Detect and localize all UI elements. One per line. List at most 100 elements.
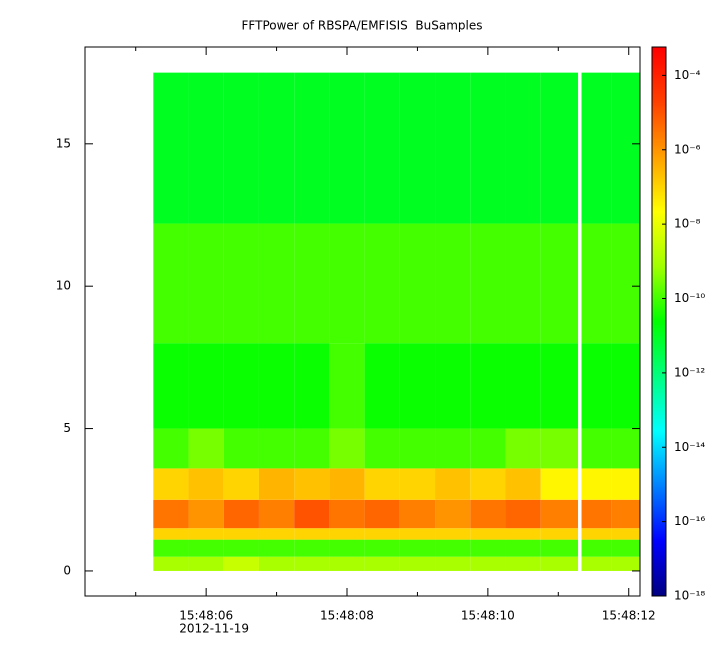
heatmap-cell	[470, 528, 506, 540]
heatmap-cell	[435, 499, 471, 529]
heatmap-cell	[294, 72, 330, 224]
heatmap-cell	[258, 72, 295, 224]
heatmap-cell	[611, 223, 640, 344]
heatmap-cell	[505, 499, 541, 529]
heatmap-cell	[540, 428, 579, 469]
heatmap-cell	[435, 468, 471, 500]
heatmap-cell	[364, 72, 400, 224]
heatmap-cell	[329, 343, 365, 429]
heatmap-cell	[188, 72, 224, 224]
heatmap-cell	[611, 343, 640, 429]
heatmap-cell	[435, 528, 471, 540]
heatmap-cell	[153, 428, 189, 469]
heatmap-cell	[540, 499, 579, 529]
heatmap-cell	[294, 223, 330, 344]
colorbar-tick-label: 10⁻⁸	[674, 217, 701, 231]
heatmap-cell	[399, 72, 436, 224]
heatmap-cell	[223, 428, 259, 469]
heatmap-cell	[153, 499, 189, 529]
heatmap-cell	[399, 223, 436, 344]
heatmap-cell	[188, 223, 224, 344]
heatmap-cell	[435, 539, 471, 557]
heatmap-cell	[223, 468, 259, 500]
heatmap-cell	[364, 528, 400, 540]
heatmap-cell	[581, 539, 612, 557]
colorbar-tick-label: 10⁻⁶	[674, 142, 701, 156]
heatmap-cell	[364, 556, 400, 571]
heatmap-cell	[329, 528, 365, 540]
heatmap-cell	[153, 468, 189, 500]
heatmap-cell	[581, 556, 612, 571]
colorbar-tick-label: 10⁻¹⁶	[674, 514, 705, 528]
heatmap-cell	[364, 428, 400, 469]
heatmap-cell	[611, 428, 640, 469]
heatmap-cell	[188, 428, 224, 469]
heatmap-cell	[470, 468, 506, 500]
heatmap-cell	[540, 539, 579, 557]
heatmap-cell	[505, 343, 541, 429]
heatmap-cell	[399, 343, 436, 429]
heatmap-cell	[505, 428, 541, 469]
heatmap-cell	[581, 343, 612, 429]
heatmap-cell	[611, 539, 640, 557]
heatmap-cell	[329, 499, 365, 529]
heatmap-cell	[435, 556, 471, 571]
heatmap-cell	[470, 343, 506, 429]
heatmap-cell	[188, 343, 224, 429]
colorbar-tick-label: 10⁻¹²	[674, 365, 705, 379]
heatmap-cell	[505, 539, 541, 557]
heatmap-cell	[505, 556, 541, 571]
heatmap-cell	[294, 528, 330, 540]
heatmap-cell	[470, 539, 506, 557]
heatmap-cell	[153, 539, 189, 557]
heatmap-cell	[153, 528, 189, 540]
heatmap-cell	[611, 468, 640, 500]
heatmap-cell	[470, 499, 506, 529]
heatmap-cell	[153, 72, 189, 224]
y-tick-label: 10	[56, 279, 71, 293]
heatmap-cell	[540, 343, 579, 429]
heatmap-cell	[364, 223, 400, 344]
heatmap-cell	[153, 556, 189, 571]
heatmap-cell	[540, 556, 579, 571]
heatmap-cell	[329, 556, 365, 571]
heatmap-cell	[470, 556, 506, 571]
heatmap-cell	[611, 528, 640, 540]
heatmap-cell	[294, 343, 330, 429]
heatmap-cell	[399, 468, 436, 500]
heatmap-cell	[258, 223, 295, 344]
heatmap-cell	[435, 72, 471, 224]
y-tick-label: 0	[63, 563, 71, 577]
heatmap-cell	[294, 428, 330, 469]
heatmap-cell	[505, 528, 541, 540]
heatmap-cell	[540, 72, 579, 224]
heatmap-cell	[258, 539, 295, 557]
colorbar-tick-label: 10⁻¹⁴	[674, 440, 705, 454]
heatmap-cell	[364, 499, 400, 529]
x-tick-label: 15:48:06	[179, 609, 233, 623]
heatmap-cell	[581, 499, 612, 529]
heatmap-cell	[540, 223, 579, 344]
colorbar-tick-label: 10⁻¹⁸	[674, 589, 705, 603]
heatmap-cell	[188, 468, 224, 500]
heatmap-cell	[223, 499, 259, 529]
y-tick-label: 5	[63, 421, 71, 435]
heatmap-cell	[329, 72, 365, 224]
heatmap-cell	[329, 223, 365, 344]
heatmap-cell	[505, 468, 541, 500]
heatmap-cell	[188, 556, 224, 571]
heatmap-cell	[611, 556, 640, 571]
heatmap-cell	[611, 72, 640, 224]
heatmap-cell	[364, 343, 400, 429]
colorbar	[651, 46, 667, 597]
heatmap-cell	[294, 468, 330, 500]
heatmap-cell	[505, 223, 541, 344]
heatmap-cell	[258, 428, 295, 469]
heatmap-cell	[329, 468, 365, 500]
heatmap-cell	[223, 528, 259, 540]
heatmap-cell	[364, 468, 400, 500]
heatmap-cell	[399, 556, 436, 571]
heatmap-cell	[435, 428, 471, 469]
heatmap-cell	[581, 428, 612, 469]
